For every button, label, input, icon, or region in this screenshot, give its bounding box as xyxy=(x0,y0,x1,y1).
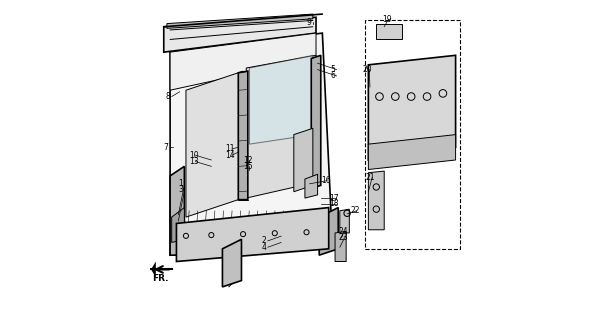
Polygon shape xyxy=(249,55,313,144)
Text: 3: 3 xyxy=(178,185,183,194)
Text: 6: 6 xyxy=(330,71,335,80)
Polygon shape xyxy=(246,55,316,198)
FancyBboxPatch shape xyxy=(365,20,460,249)
Polygon shape xyxy=(340,209,349,233)
Text: 7: 7 xyxy=(164,143,169,152)
Polygon shape xyxy=(368,171,384,230)
Polygon shape xyxy=(223,239,242,287)
Polygon shape xyxy=(170,33,332,255)
Text: 12: 12 xyxy=(243,156,253,164)
Text: 15: 15 xyxy=(243,162,253,171)
Text: 21: 21 xyxy=(366,173,375,182)
Text: 13: 13 xyxy=(189,157,199,166)
Polygon shape xyxy=(238,71,248,200)
Text: 22: 22 xyxy=(350,206,360,215)
Polygon shape xyxy=(170,33,316,90)
Polygon shape xyxy=(305,174,318,198)
Text: FR.: FR. xyxy=(152,275,169,284)
Polygon shape xyxy=(164,17,316,52)
Text: 11: 11 xyxy=(226,144,235,153)
Text: 5: 5 xyxy=(330,65,335,74)
Polygon shape xyxy=(186,71,243,217)
Text: 9: 9 xyxy=(306,18,311,27)
Polygon shape xyxy=(335,231,346,261)
Text: 4: 4 xyxy=(262,243,266,252)
Polygon shape xyxy=(311,55,321,188)
Text: 17: 17 xyxy=(330,194,339,203)
Polygon shape xyxy=(376,24,402,39)
Text: 23: 23 xyxy=(338,233,348,242)
Polygon shape xyxy=(151,261,156,277)
Text: 24: 24 xyxy=(338,227,348,236)
Polygon shape xyxy=(177,208,329,261)
Polygon shape xyxy=(368,135,455,170)
Polygon shape xyxy=(319,208,338,255)
Polygon shape xyxy=(170,166,185,255)
Text: 16: 16 xyxy=(321,176,330,185)
Text: 20: 20 xyxy=(363,65,373,74)
Polygon shape xyxy=(294,128,313,192)
Polygon shape xyxy=(368,55,455,160)
Text: 14: 14 xyxy=(226,151,235,160)
Text: 19: 19 xyxy=(382,15,392,24)
Polygon shape xyxy=(172,208,185,243)
Text: 8: 8 xyxy=(166,92,170,101)
Text: 2: 2 xyxy=(262,236,266,245)
Text: 1: 1 xyxy=(178,179,183,188)
Polygon shape xyxy=(167,14,313,28)
Text: 18: 18 xyxy=(330,199,339,208)
Text: 10: 10 xyxy=(189,151,199,160)
